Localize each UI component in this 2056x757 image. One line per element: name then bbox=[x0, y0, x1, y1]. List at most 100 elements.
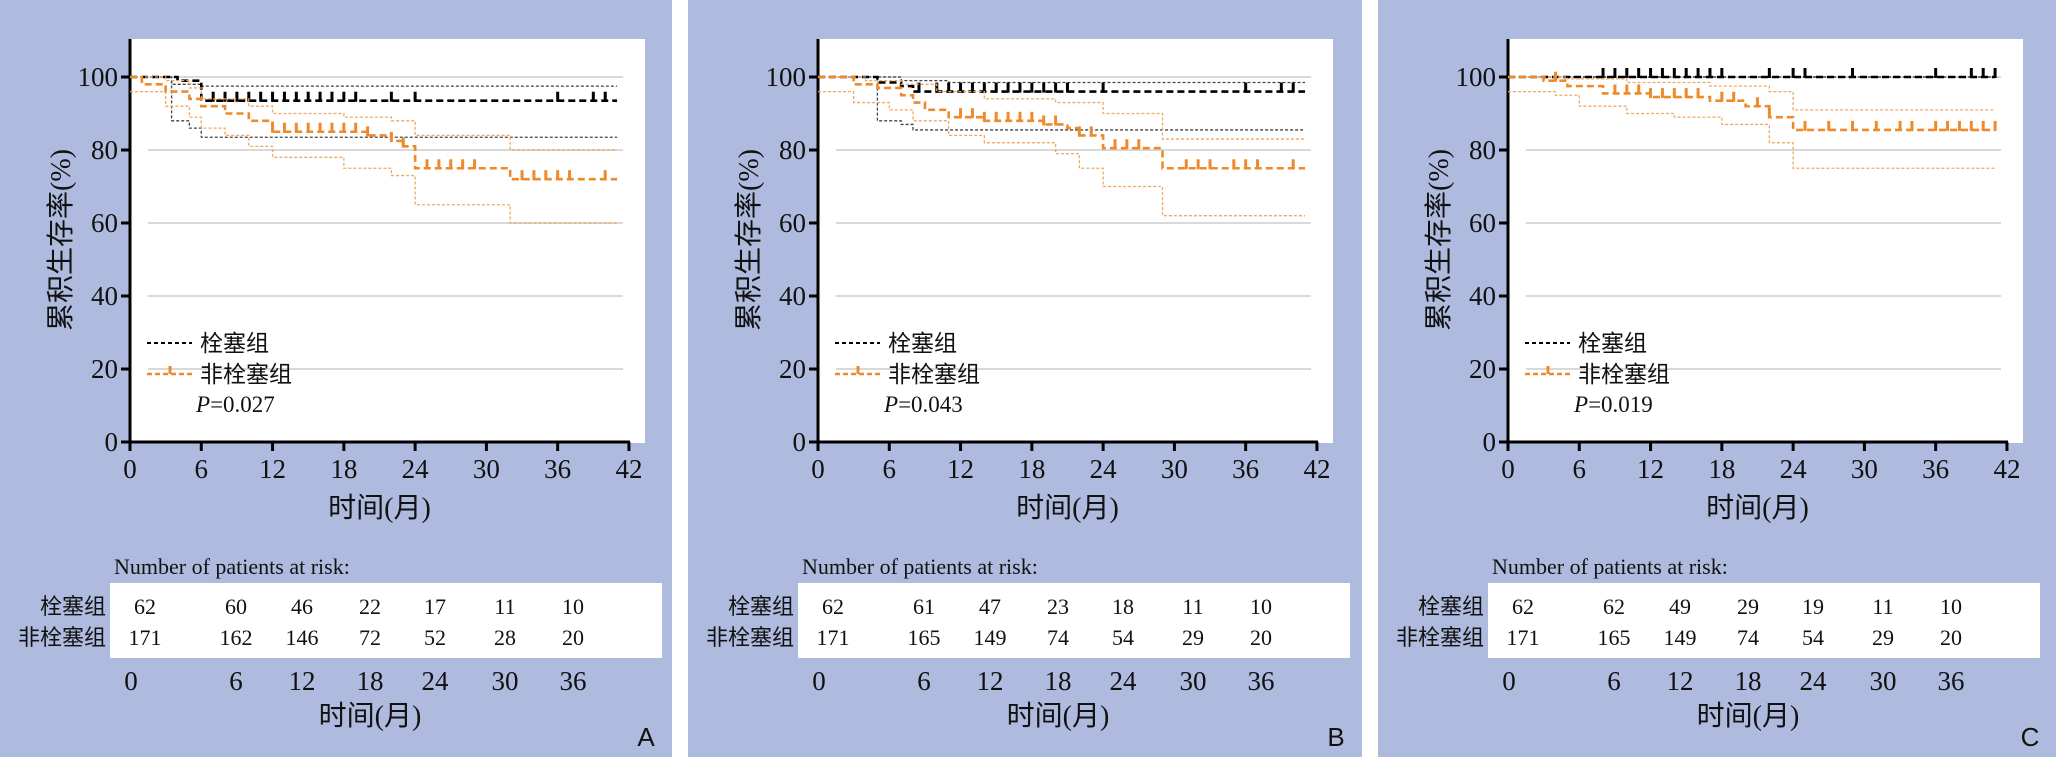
risk-x-axis-label: 时间(月) bbox=[1697, 700, 1800, 732]
risk-time-label: 36 bbox=[1248, 666, 1275, 696]
p-label: P bbox=[1573, 392, 1588, 417]
y-tick-label: 20 bbox=[779, 354, 806, 384]
risk-count: 22 bbox=[359, 594, 381, 619]
p-value: P=0.027 bbox=[195, 392, 275, 417]
risk-count: 171 bbox=[129, 625, 162, 650]
risk-time-label: 18 bbox=[1045, 666, 1072, 696]
risk-table-title: Number of patients at risk: bbox=[802, 554, 1038, 579]
risk-time-label: 12 bbox=[1667, 666, 1694, 696]
legend-label-embolism: 栓塞组 bbox=[200, 331, 269, 356]
x-tick-label: 30 bbox=[1851, 454, 1878, 484]
risk-time-label: 12 bbox=[289, 666, 316, 696]
risk-count: 10 bbox=[562, 594, 584, 619]
legend-label-non-embolism: 非栓塞组 bbox=[200, 362, 292, 387]
x-tick-label: 24 bbox=[1780, 454, 1808, 484]
x-tick-label: 36 bbox=[1232, 454, 1259, 484]
risk-count: 149 bbox=[1664, 625, 1697, 650]
ci-lower-line bbox=[130, 76, 618, 138]
risk-count: 11 bbox=[1872, 594, 1893, 619]
risk-count: 149 bbox=[974, 625, 1007, 650]
x-tick-label: 0 bbox=[123, 454, 137, 484]
p-label: P bbox=[883, 392, 898, 417]
risk-row-label: 非栓塞组 bbox=[18, 625, 106, 650]
y-tick-label: 40 bbox=[1469, 281, 1496, 311]
risk-time-label: 36 bbox=[560, 666, 587, 696]
risk-count: 62 bbox=[1603, 594, 1625, 619]
risk-count: 74 bbox=[1047, 625, 1069, 650]
survival-curve bbox=[130, 75, 618, 103]
ci-lower-line bbox=[1508, 90, 1996, 169]
y-tick-label: 0 bbox=[1483, 427, 1497, 457]
x-axis-label: 时间(月) bbox=[1706, 492, 1809, 524]
risk-count: 54 bbox=[1802, 625, 1824, 650]
x-tick-label: 6 bbox=[883, 454, 897, 484]
risk-count: 18 bbox=[1112, 594, 1134, 619]
y-tick-label: 40 bbox=[91, 281, 118, 311]
risk-count: 62 bbox=[822, 594, 844, 619]
series-non-embolism bbox=[818, 75, 1306, 217]
risk-count: 62 bbox=[134, 594, 156, 619]
risk-count: 46 bbox=[291, 594, 313, 619]
risk-time-label: 18 bbox=[357, 666, 384, 696]
y-tick-label: 20 bbox=[1469, 354, 1496, 384]
risk-count: 29 bbox=[1872, 625, 1894, 650]
risk-table-box bbox=[1488, 583, 2040, 658]
x-tick-label: 12 bbox=[1637, 454, 1664, 484]
risk-count: 62 bbox=[1512, 594, 1534, 619]
risk-time-label: 6 bbox=[917, 666, 931, 696]
x-tick-label: 12 bbox=[947, 454, 974, 484]
risk-x-axis-label: 时间(月) bbox=[1007, 700, 1110, 732]
x-tick-label: 6 bbox=[1573, 454, 1587, 484]
p-label: P bbox=[195, 392, 210, 417]
y-tick-label: 80 bbox=[1469, 135, 1496, 165]
y-tick-label: 40 bbox=[779, 281, 806, 311]
risk-row-label: 非栓塞组 bbox=[1396, 625, 1484, 650]
x-tick-label: 0 bbox=[1501, 454, 1515, 484]
x-tick-label: 36 bbox=[544, 454, 571, 484]
x-tick-label: 0 bbox=[811, 454, 825, 484]
y-tick-label: 80 bbox=[779, 135, 806, 165]
x-tick-label: 30 bbox=[1161, 454, 1188, 484]
risk-time-label: 6 bbox=[229, 666, 243, 696]
risk-time-label: 0 bbox=[124, 666, 138, 696]
x-tick-label: 24 bbox=[1090, 454, 1118, 484]
risk-time-label: 18 bbox=[1735, 666, 1762, 696]
p-value-number: =0.019 bbox=[1588, 392, 1653, 417]
y-axis-label: 累积生存率(%) bbox=[733, 149, 765, 331]
risk-count: 20 bbox=[1940, 625, 1962, 650]
series-non-embolism bbox=[130, 75, 618, 224]
risk-x-axis-label: 时间(月) bbox=[319, 700, 422, 732]
risk-count: 54 bbox=[1112, 625, 1134, 650]
risk-time-label: 30 bbox=[1180, 666, 1207, 696]
risk-count: 20 bbox=[1250, 625, 1272, 650]
risk-time-label: 6 bbox=[1607, 666, 1621, 696]
risk-count: 61 bbox=[913, 594, 935, 619]
survival-curve bbox=[130, 75, 618, 181]
risk-time-label: 24 bbox=[422, 666, 450, 696]
x-tick-label: 18 bbox=[1018, 454, 1045, 484]
plot-area bbox=[819, 39, 1333, 443]
ci-upper-line bbox=[130, 76, 618, 151]
x-tick-label: 42 bbox=[1303, 454, 1330, 484]
series-embolism bbox=[1508, 68, 1997, 79]
x-tick-label: 18 bbox=[330, 454, 357, 484]
risk-count: 17 bbox=[424, 594, 446, 619]
risk-count: 171 bbox=[817, 625, 850, 650]
risk-count: 20 bbox=[562, 625, 584, 650]
y-tick-label: 100 bbox=[1456, 62, 1497, 92]
risk-count: 52 bbox=[424, 625, 446, 650]
x-tick-label: 36 bbox=[1922, 454, 1949, 484]
risk-time-label: 24 bbox=[1110, 666, 1138, 696]
x-tick-label: 30 bbox=[473, 454, 500, 484]
risk-table-box bbox=[798, 583, 1350, 658]
x-tick-label: 42 bbox=[615, 454, 642, 484]
risk-count: 47 bbox=[979, 594, 1001, 619]
risk-time-label: 36 bbox=[1938, 666, 1965, 696]
panel-letter: C bbox=[2021, 722, 2040, 752]
ci-upper-line bbox=[818, 76, 1306, 84]
risk-count: 23 bbox=[1047, 594, 1069, 619]
series-non-embolism bbox=[1508, 71, 1997, 169]
